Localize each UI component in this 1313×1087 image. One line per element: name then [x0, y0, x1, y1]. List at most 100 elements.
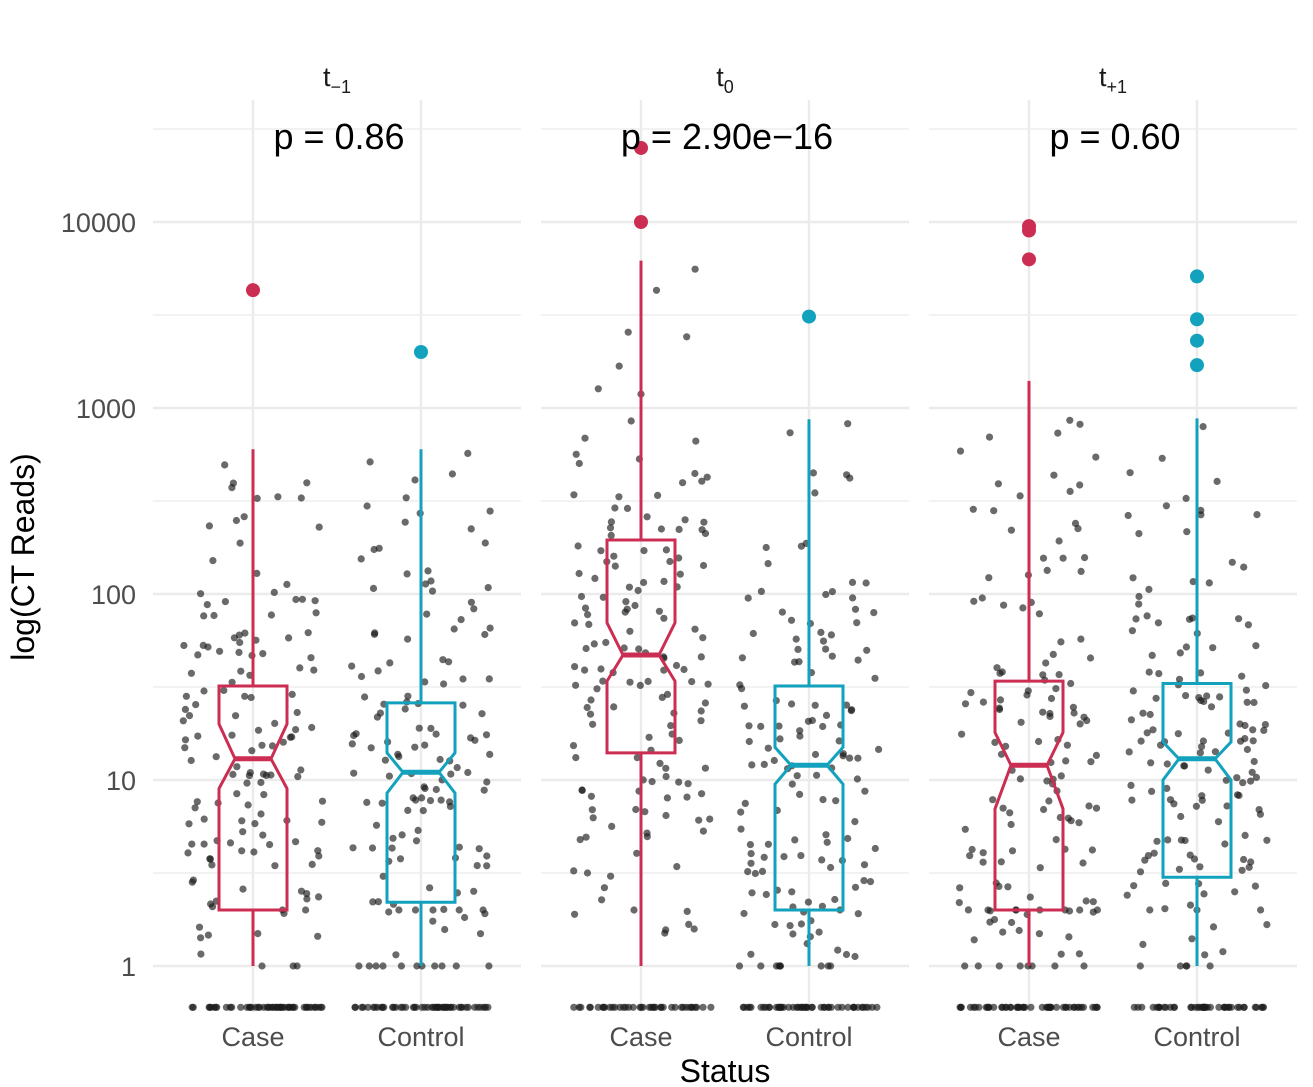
jitter-points-layer [179, 265, 1271, 1011]
jitter-point [1162, 502, 1170, 510]
jitter-point [1241, 831, 1249, 840]
jitter-point [707, 1003, 715, 1011]
jitter-point [1016, 962, 1024, 970]
jitter-point [1039, 708, 1047, 716]
jitter-point [1017, 718, 1025, 726]
jitter-point [486, 750, 494, 759]
jitter-point [740, 702, 749, 710]
outlier-point [1190, 269, 1204, 284]
y-axis-title: log(CT Reads) [5, 453, 41, 660]
jitter-point [404, 635, 412, 643]
jitter-point [1000, 601, 1008, 609]
jitter-point [419, 807, 427, 815]
jitter-point [778, 608, 787, 616]
jitter-point [486, 507, 494, 515]
jitter-point [411, 476, 419, 484]
jitter-point [317, 1003, 325, 1011]
jitter-point [788, 888, 796, 896]
jitter-point [379, 872, 387, 880]
jitter-point [1182, 692, 1190, 700]
jitter-point [1182, 494, 1190, 502]
jitter-point [1126, 469, 1134, 477]
jitter-point [288, 690, 296, 699]
jitter-point [1192, 802, 1200, 810]
jitter-point [582, 644, 590, 653]
jitter-point [279, 738, 287, 746]
jitter-point [1052, 685, 1060, 693]
jitter-point [1148, 787, 1156, 796]
jitter-point [1066, 416, 1074, 424]
jitter-point [1209, 923, 1218, 931]
jitter-point [795, 658, 803, 666]
jitter-point [260, 791, 268, 799]
jitter-point [847, 707, 855, 715]
jitter-point [660, 577, 668, 586]
jitter-point [738, 654, 747, 662]
jitter-point [848, 578, 857, 587]
jitter-point [363, 502, 371, 510]
jitter-point [657, 525, 666, 533]
jitter-point [667, 722, 675, 730]
jitter-point [481, 910, 489, 918]
jitter-point [636, 681, 644, 690]
jitter-point [413, 962, 421, 970]
jitter-point [997, 858, 1005, 866]
jitter-point [662, 546, 671, 554]
jitter-point [1080, 962, 1088, 970]
jitter-point [967, 689, 975, 697]
jitter-point [622, 598, 630, 606]
jitter-point [1093, 906, 1101, 914]
jitter-point [822, 645, 830, 653]
jitter-point [740, 1003, 748, 1011]
jitter-point [228, 484, 236, 492]
jitter-point [297, 766, 305, 774]
jitter-point [599, 1003, 608, 1011]
jitter-point [1152, 694, 1160, 702]
jitter-point [590, 640, 598, 648]
jitter-point [181, 705, 189, 714]
jitter-point [1019, 1003, 1028, 1011]
jitter-point [631, 601, 639, 610]
jitter-point [1002, 1003, 1010, 1011]
jitter-point [310, 666, 318, 674]
outlier-point [1022, 252, 1036, 267]
jitter-point [735, 962, 744, 970]
jitter-point [257, 778, 265, 787]
jitter-point [693, 1003, 701, 1011]
jitter-point [457, 616, 465, 624]
jitter-point [1252, 773, 1260, 782]
jitter-point [455, 843, 463, 851]
jitter-point [1027, 1003, 1035, 1011]
jitter-point [581, 434, 589, 442]
jitter-point [695, 816, 703, 824]
jitter-point [428, 587, 437, 595]
jitter-point [775, 722, 783, 730]
jitter-point [1051, 962, 1059, 970]
jitter-point [1186, 851, 1194, 859]
jitter-point [260, 1003, 268, 1011]
jitter-point [236, 539, 244, 547]
jitter-point [772, 1003, 781, 1011]
jitter-point [1132, 615, 1140, 623]
jitter-point [817, 962, 825, 970]
jitter-point [365, 962, 373, 970]
jitter-point [251, 820, 259, 828]
jitter-point [996, 669, 1004, 677]
jitter-point [1130, 882, 1138, 890]
jitter-point [744, 868, 752, 876]
jitter-point [188, 840, 196, 848]
jitter-point [673, 863, 681, 871]
jitter-point [204, 643, 212, 651]
jitter-point [254, 726, 263, 734]
jitter-point [467, 734, 475, 742]
jitter-point [690, 925, 698, 933]
jitter-point [680, 665, 688, 674]
jitter-point [459, 701, 467, 709]
jitter-point [226, 839, 235, 847]
jitter-point [757, 962, 765, 970]
jitter-point [958, 730, 966, 738]
jitter-point [436, 755, 444, 764]
jitter-point [426, 797, 435, 805]
jitter-point [314, 932, 322, 940]
jitter-point [815, 928, 823, 936]
